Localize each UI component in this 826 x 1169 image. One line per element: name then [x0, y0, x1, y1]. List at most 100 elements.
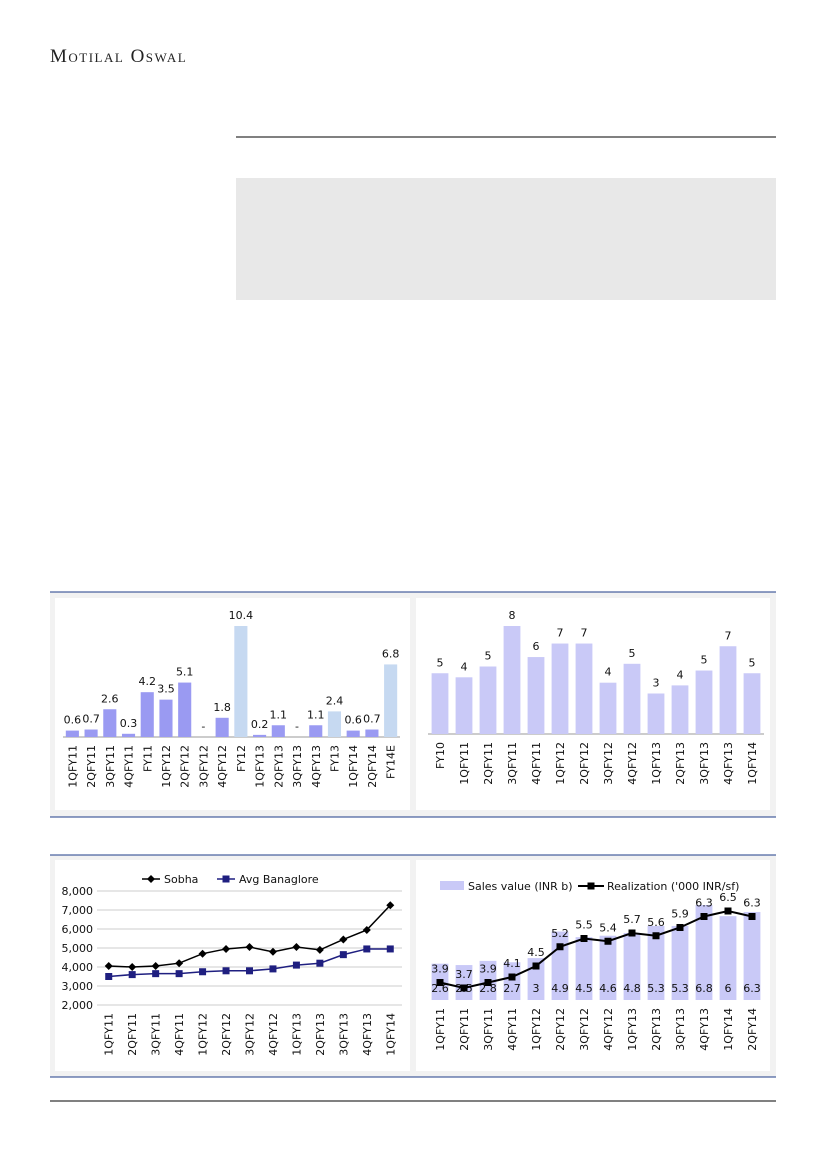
x-tick-label: FY13 — [328, 745, 341, 772]
bar — [719, 646, 737, 734]
marker — [152, 970, 160, 978]
bar — [743, 911, 761, 1000]
legend-label: Avg Banaglore — [239, 873, 319, 886]
marker — [292, 961, 300, 969]
bar — [365, 729, 379, 737]
legend-label: Realization ('000 INR/sf) — [607, 880, 739, 893]
y-tick-label: 4,000 — [62, 961, 94, 974]
data-label: 4.6 — [599, 982, 617, 995]
data-label: 3.7 — [455, 968, 473, 981]
x-tick-label: 4QFY13 — [698, 1008, 711, 1051]
bar — [671, 925, 689, 1000]
bar — [271, 725, 285, 737]
line — [439, 909, 753, 990]
x-tick-label: 2QFY14 — [366, 745, 379, 788]
data-label: 4.9 — [551, 982, 569, 995]
data-label: 4.8 — [623, 982, 641, 995]
x-tick-label: 1QFY13 — [650, 742, 663, 785]
data-label: 4 — [461, 660, 468, 673]
marker — [128, 963, 137, 971]
marker — [363, 945, 371, 953]
bar — [695, 670, 713, 734]
x-tick-label: 1QFY11 — [66, 745, 79, 788]
data-label: 7 — [581, 627, 588, 640]
x-tick-label: 2QFY14 — [746, 1008, 759, 1051]
bar — [551, 643, 569, 734]
data-label: 4.1 — [503, 957, 521, 970]
x-tick-label: 4QFY11 — [123, 745, 136, 788]
data-label: 5.4 — [599, 921, 617, 934]
x-tick-label: 1QFY14 — [384, 1013, 397, 1056]
panel — [55, 860, 410, 1071]
bar — [140, 692, 154, 737]
data-label: 0.6 — [64, 714, 82, 727]
bar — [178, 682, 192, 737]
bar — [599, 935, 617, 1000]
marker — [292, 943, 301, 952]
bar — [695, 905, 713, 1000]
data-label: 3 — [653, 677, 660, 690]
data-label: 3.9 — [431, 963, 449, 976]
data-label: 5 — [629, 647, 636, 660]
bar — [121, 733, 136, 737]
x-tick-label: 2QFY12 — [220, 1013, 233, 1056]
data-label: 5.3 — [647, 982, 665, 995]
data-label: 5 — [701, 654, 708, 667]
y-tick-label: 5,000 — [62, 942, 94, 955]
marker — [556, 943, 564, 951]
data-label: 6.3 — [695, 897, 713, 910]
data-label: 2.6 — [431, 982, 449, 995]
data-label: 6.3 — [743, 982, 761, 995]
data-label: 3.5 — [157, 683, 175, 696]
marker — [484, 979, 492, 986]
marker — [587, 882, 595, 890]
x-tick-label: 2QFY11 — [482, 742, 495, 785]
data-label: 0.7 — [82, 713, 100, 726]
marker — [652, 932, 660, 940]
data-label: 6.8 — [382, 647, 400, 660]
data-label: 5.9 — [671, 908, 689, 921]
marker — [246, 967, 253, 975]
bar — [575, 643, 593, 734]
marker — [245, 943, 254, 952]
bar — [527, 657, 545, 734]
bar — [503, 962, 521, 1000]
marker — [222, 944, 231, 953]
legend-label: Sobha — [164, 873, 198, 886]
x-tick-label: 2QFY12 — [578, 742, 591, 785]
bar — [623, 932, 641, 1000]
panel — [55, 598, 410, 810]
marker — [386, 901, 395, 910]
bar — [719, 916, 737, 1000]
data-label: 4 — [605, 666, 612, 679]
bar — [384, 664, 398, 737]
marker — [128, 971, 136, 979]
x-tick-label: 4QFY11 — [530, 742, 543, 785]
x-tick-label: 1QFY11 — [458, 742, 471, 785]
x-tick-label: 3QFY13 — [291, 745, 304, 788]
x-tick-label: FY14E — [385, 745, 398, 779]
bar — [599, 682, 617, 734]
bar — [103, 709, 117, 737]
data-label: 5 — [749, 656, 756, 669]
x-tick-label: FY12 — [235, 745, 248, 772]
marker — [315, 945, 324, 954]
bar — [215, 717, 229, 737]
x-tick-label: 3QFY12 — [244, 1013, 257, 1056]
x-tick-label: 4QFY12 — [216, 745, 229, 788]
marker — [628, 929, 636, 937]
data-label: 5.7 — [623, 913, 641, 926]
x-tick-label: 1QFY14 — [746, 742, 759, 785]
data-label: 2.8 — [479, 982, 497, 995]
x-tick-label: 4QFY11 — [506, 1008, 519, 1051]
data-label: 0.6 — [344, 714, 362, 727]
marker — [748, 913, 756, 920]
bar — [671, 685, 689, 734]
x-tick-label: FY10 — [434, 742, 447, 769]
data-label: 6.5 — [719, 891, 737, 904]
bar — [65, 730, 79, 737]
data-label: 5.6 — [647, 916, 665, 929]
data-label: 6.8 — [695, 982, 713, 995]
marker — [676, 924, 684, 931]
x-tick-label: 4QFY13 — [361, 1013, 374, 1056]
